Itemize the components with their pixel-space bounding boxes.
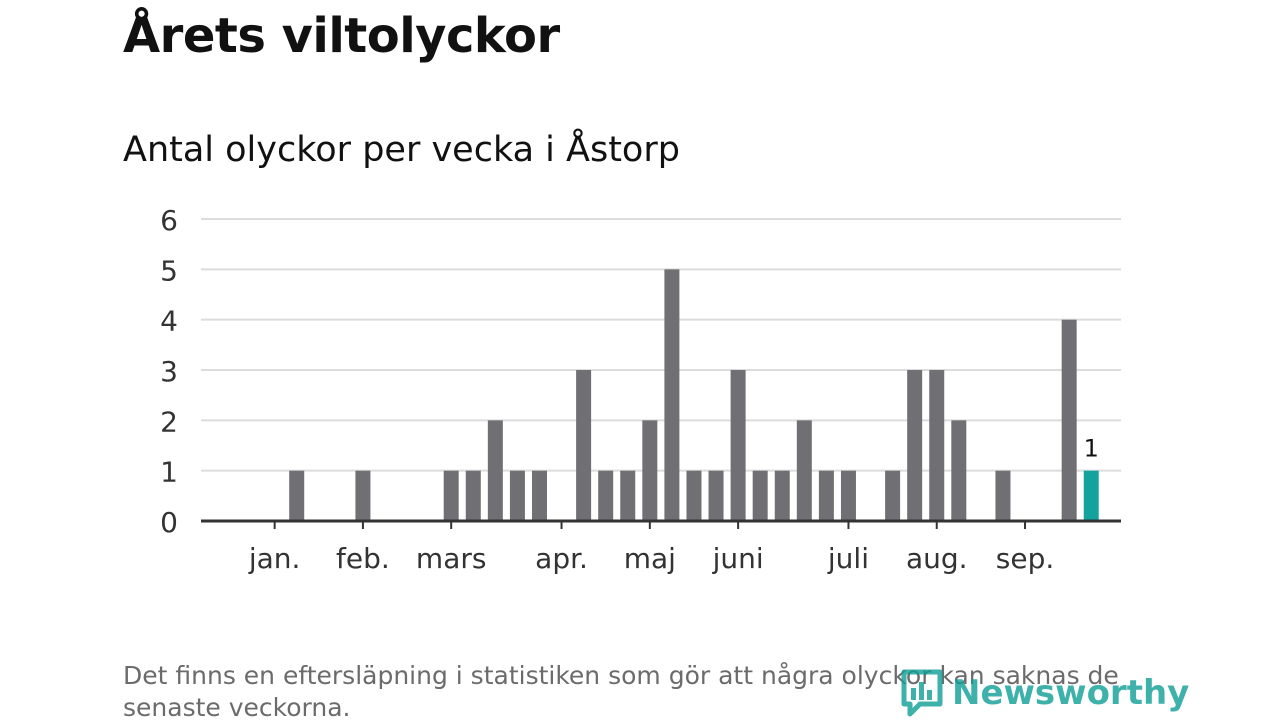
newsworthy-logo-icon bbox=[901, 669, 943, 717]
x-tick-label-1: feb. bbox=[336, 542, 390, 575]
y-tick-label: 2 bbox=[160, 405, 178, 438]
bar-week-4 bbox=[289, 470, 305, 521]
y-tick-label: 6 bbox=[160, 204, 178, 237]
x-tick-label-5: juni bbox=[712, 542, 764, 575]
y-axis-ticks: 0 1 2 3 4 5 6 bbox=[160, 204, 178, 539]
bar-week-15 bbox=[531, 470, 547, 521]
bar-week-27 bbox=[796, 420, 812, 521]
y-tick-label: 3 bbox=[160, 355, 178, 388]
bar-week-12 bbox=[465, 470, 481, 521]
y-tick-label: 4 bbox=[160, 305, 178, 338]
newsworthy-brand: Newsworthy bbox=[900, 668, 1189, 718]
bar-week-28 bbox=[818, 470, 834, 521]
bar-week-14 bbox=[509, 470, 525, 521]
bar-week-19 bbox=[620, 470, 636, 521]
chart-title: Årets viltolyckor bbox=[123, 8, 560, 64]
x-tick-label-7: aug. bbox=[906, 542, 968, 575]
bar-week-33 bbox=[929, 370, 945, 521]
bar-week-13 bbox=[487, 420, 503, 521]
bar-week-34 bbox=[951, 420, 967, 521]
bar-week-21 bbox=[664, 269, 680, 521]
bar-week-32 bbox=[907, 370, 923, 521]
bar-week-11 bbox=[443, 470, 459, 521]
bar-week-36 bbox=[995, 470, 1011, 521]
y-tick-label: 5 bbox=[160, 254, 178, 287]
weekly-accidents-bar-chart: 0 1 2 3 4 5 6 jan. feb. mars apr. maj juni juli aug. s… bbox=[160, 204, 1121, 575]
bar-week-39 bbox=[1061, 319, 1077, 521]
bar-week-22 bbox=[686, 470, 702, 521]
bar-week-23 bbox=[708, 470, 724, 521]
x-tick-label-8: sep. bbox=[996, 542, 1055, 575]
brand-name: Newsworthy bbox=[952, 673, 1190, 713]
bar-week-29 bbox=[840, 470, 856, 521]
bar-week-17 bbox=[576, 370, 592, 521]
chart-subtitle: Antal olyckor per vecka i Åstorp bbox=[123, 130, 680, 170]
bar-week-26 bbox=[774, 470, 790, 521]
bar-week-25 bbox=[752, 470, 768, 521]
x-tick-label-2: mars bbox=[416, 542, 487, 575]
bar-week-18 bbox=[598, 470, 614, 521]
x-tick-label-6: juli bbox=[827, 542, 869, 575]
y-tick-label: 1 bbox=[160, 456, 178, 489]
y-tick-label: 0 bbox=[160, 506, 178, 539]
x-tick-label-0: jan. bbox=[248, 542, 301, 575]
bar-week-7 bbox=[355, 470, 371, 521]
x-tick-label-4: maj bbox=[624, 542, 676, 575]
bar-highlight-week-40 bbox=[1083, 470, 1099, 521]
gridlines bbox=[201, 218, 1121, 472]
bar-week-24 bbox=[730, 370, 746, 521]
highlight-value-label: 1 bbox=[1084, 435, 1099, 463]
x-axis-month-ticks: jan. feb. mars apr. maj juni juli aug. sep. bbox=[248, 521, 1054, 575]
data-labels: 1 bbox=[1084, 435, 1099, 463]
bars bbox=[289, 269, 1099, 521]
bar-week-20 bbox=[642, 420, 658, 521]
x-tick-label-3: apr. bbox=[535, 542, 588, 575]
bar-week-31 bbox=[885, 470, 901, 521]
footnote: Det finns en eftersläpning i statistiken… bbox=[123, 661, 1119, 722]
